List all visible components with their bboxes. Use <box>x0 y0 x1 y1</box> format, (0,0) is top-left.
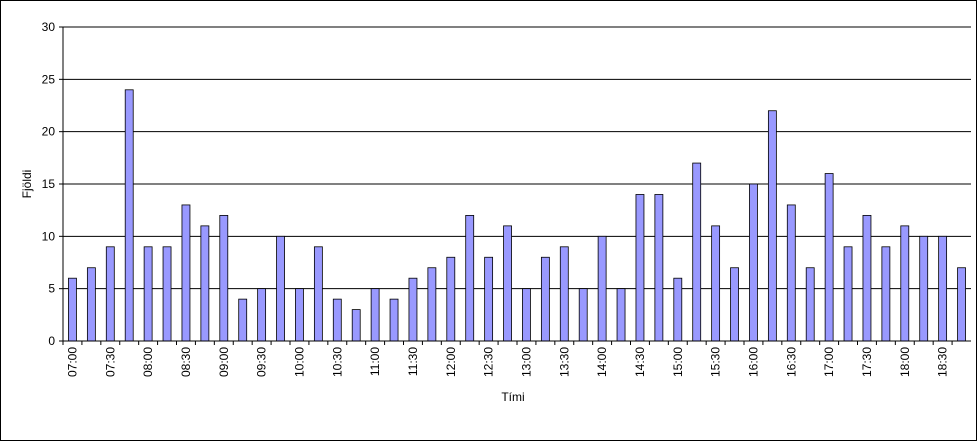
y-tick-label: 5 <box>48 282 55 296</box>
bar <box>86 267 96 342</box>
bar <box>711 225 721 342</box>
bar <box>749 183 758 342</box>
bar <box>181 204 191 342</box>
bar <box>238 298 248 342</box>
bar <box>503 225 512 342</box>
bar <box>427 267 437 342</box>
x-tick-label: 10:30 <box>330 347 344 377</box>
bar <box>919 235 929 342</box>
y-tick-label: 10 <box>42 229 56 243</box>
x-tick-label: 09:00 <box>217 347 231 377</box>
bar <box>332 298 342 342</box>
bar <box>389 298 399 342</box>
bar <box>446 256 456 342</box>
bar <box>68 277 77 342</box>
y-tick-label: 25 <box>42 72 56 86</box>
x-tick-label: 12:30 <box>482 347 496 377</box>
x-tick-label: 07:30 <box>103 347 117 377</box>
x-tick-label: 18:30 <box>936 347 950 377</box>
x-tick-label: 17:00 <box>822 347 836 377</box>
bar <box>257 288 267 342</box>
bar <box>938 235 948 342</box>
bar <box>351 309 361 342</box>
x-tick-label: 16:00 <box>746 347 760 377</box>
bar <box>295 288 304 342</box>
bar <box>143 246 153 342</box>
bar <box>786 204 796 342</box>
x-tick-label: 12:00 <box>444 347 458 377</box>
x-tick-label: 15:00 <box>671 347 685 377</box>
x-tick-label: 14:30 <box>633 347 647 377</box>
bar <box>692 162 702 342</box>
x-tick-label: 11:00 <box>368 347 382 376</box>
x-tick-label: 13:30 <box>557 347 571 377</box>
bar <box>616 288 626 342</box>
bar <box>767 110 777 342</box>
bar <box>635 194 645 342</box>
x-tick-label: 11:30 <box>406 347 420 376</box>
y-axis-label: Fjöldi <box>20 170 34 199</box>
x-tick-label: 08:30 <box>179 347 193 377</box>
bar <box>805 267 815 342</box>
bar <box>597 235 607 342</box>
y-tick-label: 15 <box>42 177 56 191</box>
bar <box>540 256 550 342</box>
x-tick-label: 15:30 <box>709 347 723 377</box>
bar <box>200 225 210 342</box>
bar <box>673 277 683 342</box>
x-tick-label: 07:00 <box>65 347 79 377</box>
y-tick-label: 30 <box>42 20 56 34</box>
x-tick-label: 16:30 <box>784 347 798 377</box>
bar <box>654 194 664 342</box>
y-tick-label: 0 <box>48 334 55 348</box>
bar <box>484 256 494 342</box>
x-tick-label: 09:30 <box>255 347 269 377</box>
bar <box>465 214 475 342</box>
x-tick-label: 18:00 <box>898 347 912 377</box>
bar <box>957 267 966 342</box>
bar <box>730 267 739 342</box>
x-tick-label: 14:00 <box>595 347 609 377</box>
y-tick-label: 20 <box>42 125 56 139</box>
bar <box>313 246 323 342</box>
x-tick-label: 17:30 <box>860 347 874 377</box>
bar <box>276 235 285 342</box>
x-tick-label: 10:00 <box>292 347 306 377</box>
x-tick-label: 13:00 <box>519 347 533 377</box>
bar <box>900 225 910 342</box>
bar <box>162 246 172 342</box>
bar <box>219 214 229 342</box>
bar <box>862 214 872 342</box>
bar <box>522 288 531 342</box>
bar <box>824 173 834 342</box>
bar <box>105 246 115 342</box>
x-tick-label: 08:00 <box>141 347 155 377</box>
bar <box>843 246 853 342</box>
x-axis-label: Tími <box>501 390 524 404</box>
bar <box>881 246 891 342</box>
bar <box>408 277 418 342</box>
bar <box>559 246 569 342</box>
bar <box>124 89 134 342</box>
bar <box>578 288 588 342</box>
bar <box>370 288 380 342</box>
